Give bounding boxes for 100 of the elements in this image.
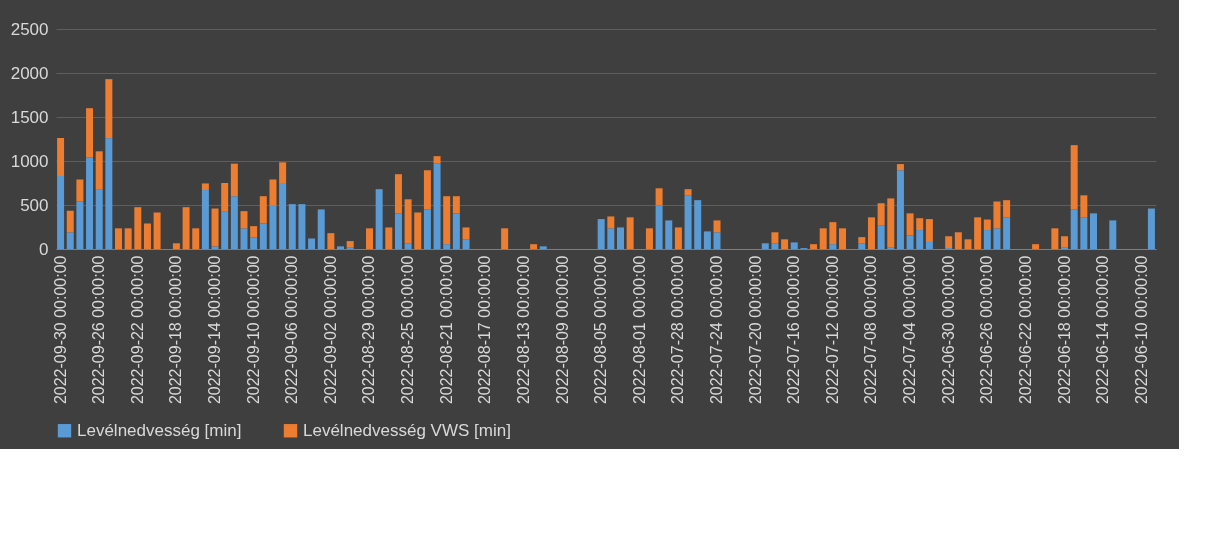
bar [385,227,393,249]
x-tick-label: 2022-06-10 00:00:00 [1132,255,1150,405]
bar [211,208,219,247]
x-tick-label: 2022-08-09 00:00:00 [553,255,571,405]
bar [906,213,914,236]
bar [298,204,306,249]
y-tick-label: 1500 [10,107,49,127]
bar [143,223,151,249]
bar [916,218,924,231]
bar [269,205,277,249]
bar [771,243,779,249]
bar [1109,220,1117,249]
bar [337,246,345,249]
x-tick-label: 2022-09-06 00:00:00 [283,255,301,405]
bar [443,196,451,245]
bar [433,163,441,249]
bar [655,205,663,249]
x-tick-label: 2022-09-02 00:00:00 [321,255,339,405]
bar [1032,244,1040,249]
bar [1061,236,1069,248]
bar [925,219,933,242]
bar [839,228,847,249]
x-tick-label: 2022-06-30 00:00:00 [939,255,957,405]
x-tick-label: 2022-09-10 00:00:00 [244,255,262,405]
bar [288,204,296,249]
bar [983,219,991,231]
bar [317,209,325,249]
bar [1003,200,1011,218]
x-tick-label: 2022-06-14 00:00:00 [1094,255,1112,405]
x-tick-label: 2022-07-04 00:00:00 [901,255,919,405]
bar [983,230,991,249]
bar [655,188,663,206]
bar [713,232,721,249]
bar [597,219,605,249]
bar [790,242,798,249]
bar [974,217,982,249]
bar [365,228,373,249]
bar [211,246,219,249]
bar [124,228,132,249]
bar [829,222,837,245]
bar [259,196,267,224]
bar [279,162,287,184]
bar [954,232,962,249]
bar [57,138,65,176]
bar [462,227,470,240]
bar [462,239,470,249]
bar [201,190,209,249]
bar [95,189,103,249]
bar [76,201,84,249]
y-tick-label: 1000 [10,151,49,171]
bar [240,211,248,229]
x-tick-label: 2022-09-26 00:00:00 [90,255,108,405]
bar [404,243,412,249]
bar [327,233,335,249]
x-tick-label: 2022-08-21 00:00:00 [437,255,455,405]
x-tick-label: 2022-09-18 00:00:00 [167,255,185,405]
x-tick-label: 2022-09-14 00:00:00 [206,255,224,405]
bar [916,230,924,249]
bar [201,183,209,191]
bar [1080,217,1088,249]
bar [674,227,682,249]
bar [259,223,267,249]
bar [829,244,837,249]
y-tick-label: 2500 [10,19,49,39]
bar [684,189,692,196]
x-tick-label: 2022-08-01 00:00:00 [630,255,648,405]
bar [394,174,402,214]
bar [423,170,431,210]
bar [501,228,509,249]
bar [896,170,904,249]
legend-label: Levélnedvesség [min] [77,420,242,440]
bar [452,196,460,214]
x-tick-label: 2022-07-12 00:00:00 [823,255,841,405]
bar [1147,208,1155,249]
bar [703,231,711,249]
bar [925,241,933,249]
bar [105,138,113,249]
bar [423,209,431,249]
bar [819,228,827,249]
y-tick-label: 500 [20,195,49,215]
bar [607,228,615,249]
bar [645,228,653,249]
bar [1070,145,1078,210]
x-tick-label: 2022-07-24 00:00:00 [708,255,726,405]
y-tick-label: 2000 [10,63,49,83]
bar [230,163,238,197]
x-tick-label: 2022-08-05 00:00:00 [592,255,610,405]
bar [1003,217,1011,249]
bar [192,228,200,249]
bar [394,213,402,249]
bar [887,198,895,248]
bar [240,228,248,249]
bar [616,227,624,249]
x-tick-label: 2022-07-28 00:00:00 [669,255,687,405]
bar [433,156,441,164]
bar [626,217,634,249]
bar [945,236,953,249]
bar [858,243,866,249]
x-tick-label: 2022-08-29 00:00:00 [360,255,378,405]
x-tick-label: 2022-07-20 00:00:00 [746,255,764,405]
